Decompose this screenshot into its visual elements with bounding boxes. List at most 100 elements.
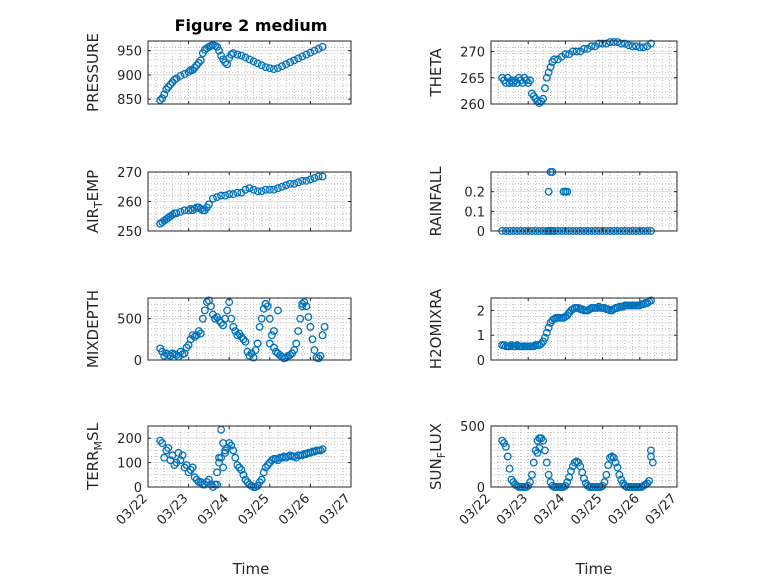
data-point xyxy=(546,63,555,72)
data-point xyxy=(563,478,572,487)
data-point xyxy=(300,298,309,307)
axes-box xyxy=(490,297,678,361)
data-point xyxy=(613,303,622,312)
data-point xyxy=(645,476,654,485)
data-point xyxy=(170,75,179,84)
data-point xyxy=(241,475,250,484)
data-point xyxy=(278,62,286,71)
subplot-mixdepth: 0 500 MIXDEPTH xyxy=(84,290,352,369)
data-point xyxy=(202,44,211,53)
y-tick-label: 200 xyxy=(117,432,142,447)
data-point xyxy=(282,181,290,190)
y-axis-label: TERRMSL xyxy=(84,422,105,491)
data-point xyxy=(318,42,327,51)
data-point xyxy=(213,42,221,51)
data-point xyxy=(505,464,514,473)
data-point xyxy=(609,453,618,462)
data-point xyxy=(544,470,553,479)
data-point xyxy=(241,337,250,346)
data-point xyxy=(231,327,240,336)
data-point xyxy=(209,310,217,319)
subplot-rainfall: 0 0.1 0.2 RAINFALL xyxy=(427,166,678,240)
data-point xyxy=(526,478,535,487)
data-point xyxy=(298,299,307,308)
data-point xyxy=(563,187,572,196)
data-point xyxy=(217,51,226,60)
data-point xyxy=(221,446,230,455)
data-point xyxy=(269,65,278,74)
data-point xyxy=(298,302,307,311)
data-point xyxy=(302,50,311,59)
data-point xyxy=(286,58,295,67)
data-point xyxy=(544,323,553,332)
data-point xyxy=(308,335,317,344)
data-point xyxy=(306,175,315,184)
subplot-pressure: 850 900 950 PRESSURE xyxy=(84,33,352,112)
data-point xyxy=(585,305,594,314)
data-point xyxy=(647,39,655,48)
data-point xyxy=(259,468,268,477)
y-tick-label: 0 xyxy=(134,354,142,369)
y-tick-label: 0 xyxy=(477,225,485,240)
y-tick-label: 500 xyxy=(460,420,485,435)
data-point xyxy=(298,176,307,185)
data-point xyxy=(609,38,618,46)
y-tick-label: 900 xyxy=(117,69,142,84)
data-point xyxy=(253,339,262,348)
y-tick-label: 100 xyxy=(117,457,142,472)
data-point xyxy=(604,305,613,314)
data-point xyxy=(229,446,238,455)
data-point xyxy=(539,436,548,445)
data-point xyxy=(568,305,577,314)
data-point xyxy=(176,207,185,216)
data-point xyxy=(550,55,559,64)
data-point xyxy=(602,470,611,479)
data-point xyxy=(513,481,521,490)
data-point xyxy=(306,322,315,331)
y-tick-label: 500 xyxy=(117,313,142,328)
data-point xyxy=(235,463,244,472)
data-point xyxy=(505,342,514,351)
y-tick-label: 250 xyxy=(117,225,142,240)
data-point xyxy=(188,66,197,75)
data-point xyxy=(539,94,548,103)
data-point xyxy=(204,475,213,484)
figure-title: Figure 2 medium xyxy=(175,16,328,35)
y-axis-label: H2OMIXRA xyxy=(427,288,445,369)
data-point xyxy=(318,172,327,181)
data-point xyxy=(607,452,616,461)
data-point xyxy=(617,39,626,48)
data-point xyxy=(290,179,299,188)
y-tick-label: 270 xyxy=(117,166,142,181)
data-point xyxy=(318,445,327,454)
data-point xyxy=(529,342,538,351)
data-point xyxy=(302,302,311,311)
data-point xyxy=(206,302,215,311)
data-point xyxy=(172,209,181,218)
data-point xyxy=(219,463,228,472)
data-point xyxy=(542,73,551,82)
x-axis-label-right: Time xyxy=(575,560,613,578)
data-point xyxy=(255,322,264,331)
data-point xyxy=(190,473,199,482)
data-point xyxy=(286,179,295,188)
data-point xyxy=(613,463,622,472)
data-point xyxy=(261,63,270,72)
data-point xyxy=(162,446,171,455)
data-point xyxy=(188,331,197,340)
data-point xyxy=(298,52,307,61)
data-point xyxy=(296,314,305,323)
data-point xyxy=(318,331,327,340)
data-point xyxy=(190,332,199,341)
data-point xyxy=(156,436,165,445)
data-point xyxy=(190,63,199,72)
y-tick-label: 0 xyxy=(477,481,485,496)
data-point xyxy=(196,56,205,65)
data-point xyxy=(160,90,169,99)
data-point xyxy=(176,71,185,80)
data-point xyxy=(253,187,262,196)
axes-box xyxy=(490,425,678,488)
data-point xyxy=(620,39,629,48)
data-point xyxy=(539,337,548,346)
data-point xyxy=(249,57,258,66)
